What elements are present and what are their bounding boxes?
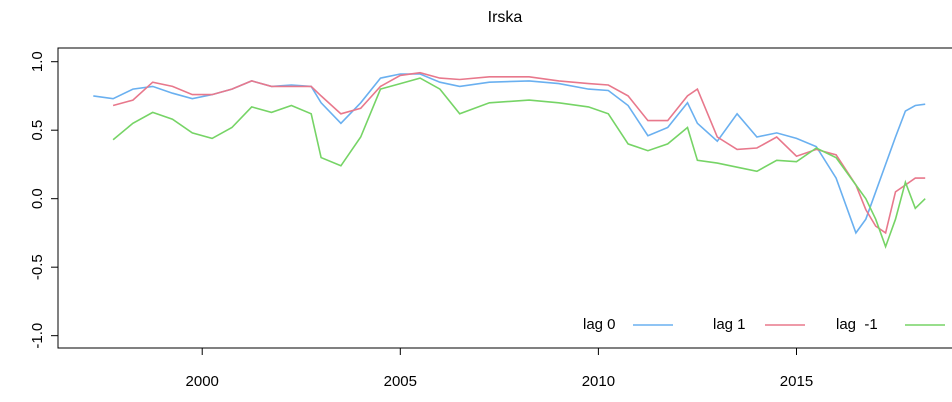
chart-title: Irska — [488, 9, 523, 26]
y-tick-label: -0.5 — [29, 254, 46, 280]
legend-label: lag 1 — [713, 316, 746, 333]
y-tick-label: 0.0 — [29, 188, 46, 209]
x-tick-label: 2000 — [186, 373, 219, 390]
plot-box — [57, 47, 952, 349]
y-tick-label: 0.5 — [29, 120, 46, 141]
y-tick-label: -1.0 — [29, 323, 46, 349]
x-tick-label: 2005 — [384, 373, 417, 390]
x-tick-label: 2010 — [582, 373, 615, 390]
series-line — [112, 71, 926, 235]
series-line — [112, 77, 926, 249]
y-tick-label: 1.0 — [29, 51, 46, 72]
legend-label: lag -1 — [836, 316, 878, 333]
series-line — [93, 73, 926, 235]
legend-label: lag 0 — [583, 316, 616, 333]
x-tick-label: 2015 — [780, 373, 813, 390]
